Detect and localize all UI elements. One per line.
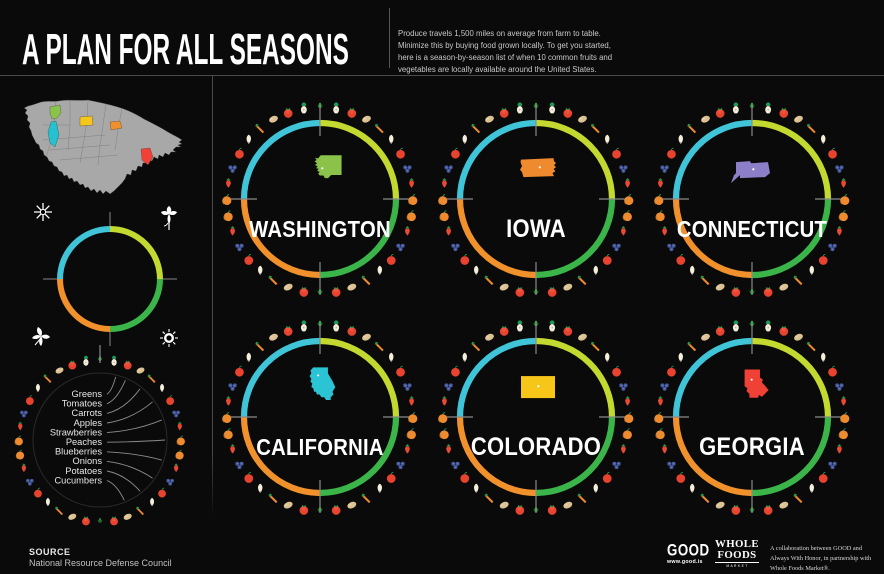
svg-text:Strawberries: Strawberries [50,427,103,437]
svg-text:Carrots: Carrots [72,408,103,418]
svg-text:Blueberries: Blueberries [55,447,102,457]
svg-text:Onions: Onions [73,456,103,466]
svg-text:Cucumbers: Cucumbers [54,475,102,485]
svg-text:IOWA: IOWA [506,215,566,243]
svg-text:Peaches: Peaches [66,437,103,447]
svg-text:Potatoes: Potatoes [65,466,102,476]
svg-text:CALIFORNIA: CALIFORNIA [256,434,383,461]
svg-text:WASHINGTON: WASHINGTON [249,216,391,243]
svg-text:CONNECTICUT: CONNECTICUT [677,216,827,243]
svg-text:COLORADO: COLORADO [471,433,601,461]
svg-text:Tomatoes: Tomatoes [62,399,103,409]
svg-text:Greens: Greens [72,389,103,399]
svg-text:GEORGIA: GEORGIA [699,433,805,461]
svg-text:Apples: Apples [74,418,103,428]
